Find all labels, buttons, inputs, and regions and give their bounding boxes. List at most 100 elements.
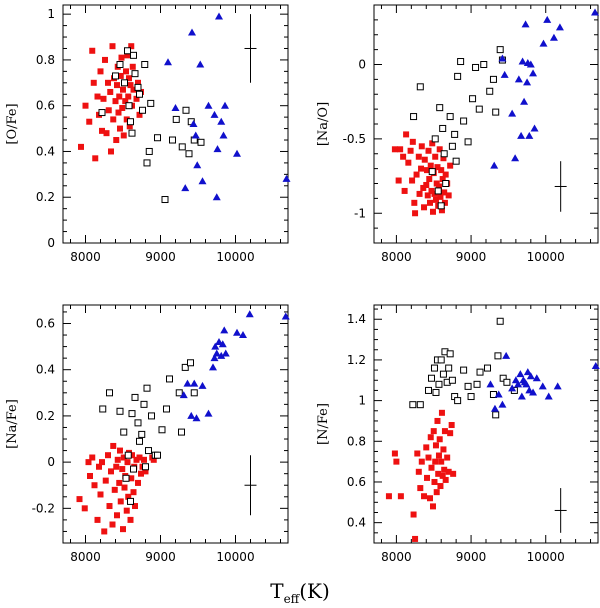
series-open-square — [410, 46, 506, 210]
data-point — [130, 51, 137, 59]
data-point — [78, 143, 84, 150]
data-point — [490, 161, 499, 169]
data-point — [429, 208, 436, 215]
data-point — [442, 171, 449, 178]
data-point — [221, 349, 230, 357]
data-point — [431, 190, 438, 197]
data-point — [94, 93, 101, 100]
panel-n-fe: 8000 9000 10000 0.4 0.6 0.8 1 1.2 1.4 [N/Fe] — [316, 304, 600, 564]
data-point — [91, 482, 98, 489]
data-point — [127, 118, 134, 126]
data-point — [148, 412, 155, 420]
data-point — [138, 430, 146, 438]
data-point — [181, 363, 189, 371]
data-point — [490, 404, 499, 412]
data-point — [503, 378, 511, 386]
data-point — [136, 437, 143, 445]
data-point — [403, 131, 410, 138]
data-point — [89, 47, 96, 54]
data-point — [92, 155, 99, 162]
data-point — [473, 380, 481, 388]
data-point — [514, 380, 523, 388]
data-point — [436, 104, 444, 112]
error-bar — [554, 488, 567, 533]
data-point — [129, 63, 136, 70]
data-point — [204, 101, 213, 109]
data-point — [181, 184, 190, 192]
data-point — [76, 496, 83, 503]
y-tick-label: 1.4 — [347, 312, 366, 326]
data-point — [428, 464, 435, 471]
data-point — [120, 132, 127, 139]
data-point — [128, 129, 136, 137]
x-tick-label: 10000 — [527, 250, 565, 264]
data-point — [434, 417, 441, 424]
data-point — [217, 351, 226, 359]
data-point — [430, 364, 438, 372]
data-point — [217, 117, 226, 125]
data-point — [441, 189, 448, 196]
data-point — [106, 389, 113, 397]
data-point — [107, 88, 114, 95]
data-point — [523, 368, 532, 376]
data-point — [210, 110, 219, 118]
data-point — [391, 146, 398, 153]
data-point — [125, 102, 133, 110]
data-point — [483, 364, 491, 372]
data-point — [120, 454, 127, 461]
data-point — [113, 463, 120, 470]
data-point — [98, 109, 106, 117]
data-point — [499, 374, 507, 382]
data-point — [97, 491, 104, 498]
series-filled-square — [76, 442, 157, 535]
data-point — [90, 79, 97, 86]
data-point — [442, 180, 450, 187]
x-tick-label: 10000 — [216, 550, 254, 564]
y-tick-label: 0.2 — [36, 409, 55, 423]
data-point — [555, 23, 564, 31]
data-point — [432, 196, 439, 203]
data-point — [423, 181, 430, 188]
data-point — [113, 137, 120, 144]
error-bar — [244, 455, 257, 516]
plot-frame — [373, 4, 599, 244]
data-point — [445, 364, 453, 372]
data-point — [126, 123, 133, 130]
data-point — [437, 202, 445, 210]
data-point — [447, 162, 454, 169]
data-point — [120, 86, 126, 93]
data-point — [209, 363, 217, 371]
data-point — [454, 397, 462, 405]
data-point — [111, 486, 118, 493]
data-point — [436, 436, 443, 443]
series-open-square — [98, 47, 205, 204]
data-point — [100, 95, 107, 102]
data-point — [110, 442, 117, 449]
data-point — [591, 362, 600, 370]
data-point — [411, 199, 418, 206]
data-point — [125, 93, 132, 100]
data-point — [492, 411, 500, 419]
data-point — [426, 176, 433, 183]
y-tick-label: 1.2 — [347, 353, 366, 367]
data-point — [123, 116, 130, 123]
data-point — [440, 150, 448, 158]
data-point — [128, 410, 136, 418]
y-tick-label: 0.2 — [36, 190, 55, 204]
data-point — [460, 117, 468, 125]
data-point — [486, 87, 494, 95]
data-point — [212, 349, 221, 357]
data-point — [198, 177, 207, 185]
data-point — [97, 68, 104, 75]
data-point — [124, 52, 131, 59]
data-point — [127, 516, 134, 523]
data-point — [427, 434, 434, 441]
data-point — [239, 331, 247, 339]
data-point — [108, 468, 114, 475]
data-point — [591, 8, 600, 16]
data-point — [114, 82, 120, 89]
data-point — [424, 192, 431, 199]
data-point — [454, 72, 462, 80]
data-point — [436, 146, 443, 153]
